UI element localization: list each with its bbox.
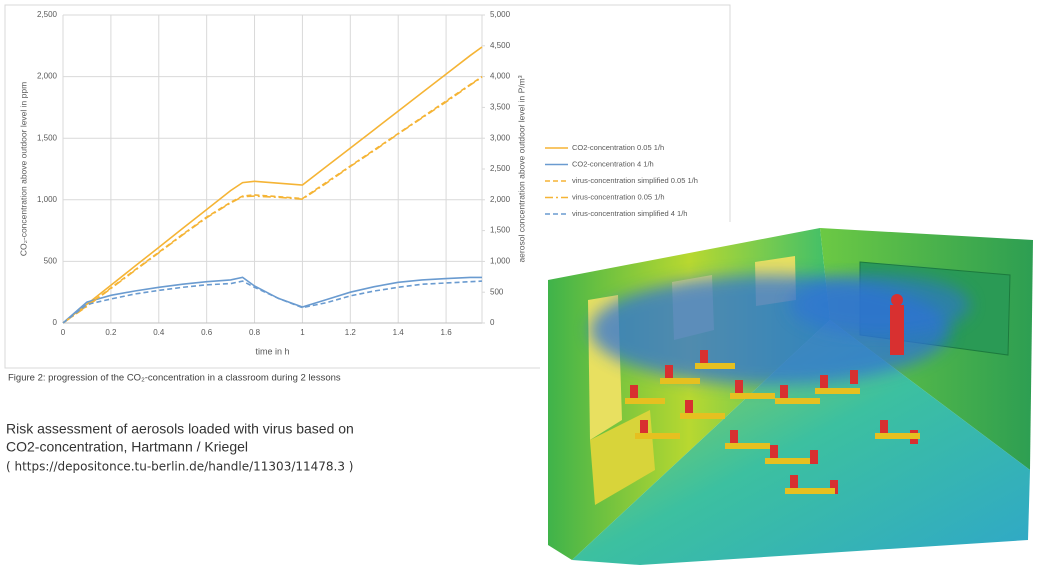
x-tick-label: 1.4 bbox=[393, 328, 405, 337]
y2-tick-label: 3,500 bbox=[490, 103, 511, 112]
legend-label: virus-concentration simplified 0.05 1/h bbox=[572, 176, 698, 185]
x-tick-label: 1 bbox=[300, 328, 305, 337]
classroom-simulation-image bbox=[540, 222, 1044, 567]
caption: Figure 2: progression of the CO₂-concent… bbox=[8, 373, 341, 384]
x-tick-label: 0.8 bbox=[249, 328, 261, 337]
x-tick-label: 1.2 bbox=[345, 328, 357, 337]
y2-tick-label: 1,500 bbox=[490, 226, 511, 235]
y2-tick-label: 2,500 bbox=[490, 164, 511, 173]
legend-label: virus-concentration simplified 4 1/h bbox=[572, 209, 687, 218]
y2-tick-label: 3,000 bbox=[490, 133, 511, 142]
y2-tick-label: 0 bbox=[490, 318, 495, 327]
y-tick-label: 2,500 bbox=[37, 10, 58, 19]
series-line bbox=[63, 47, 482, 323]
y-tick-label: 2,000 bbox=[37, 72, 58, 81]
page: 0 500 1,000 1,500 2,000 2,500 0 500 1,000 1,500 2,… bbox=[0, 0, 1044, 567]
y2-tick-label: 2,000 bbox=[490, 195, 511, 204]
y-tick-label: 1,000 bbox=[37, 195, 58, 204]
x-tick-label: 0 bbox=[61, 328, 66, 337]
reference-text: Risk assessment of aerosols loaded with … bbox=[6, 421, 354, 437]
y2-tick-label: 500 bbox=[490, 287, 504, 296]
reference-url: ( https://depositonce.tu-berlin.de/handl… bbox=[6, 460, 353, 474]
y2-tick-label: 1,000 bbox=[490, 257, 511, 266]
x-tick-label: 1.6 bbox=[441, 328, 453, 337]
legend-label: CO2-concentration 4 1/h bbox=[572, 159, 654, 168]
y2-tick-label: 4,500 bbox=[490, 41, 511, 50]
y-tick-label: 0 bbox=[53, 318, 58, 327]
x-tick-label: 0.6 bbox=[201, 328, 213, 337]
y-axis-title: CO₂-concentration above outdoor level in… bbox=[18, 82, 28, 256]
y-tick-label: 500 bbox=[44, 257, 58, 266]
legend-label: virus-concentration 0.05 1/h bbox=[572, 192, 665, 201]
y2-tick-label: 4,000 bbox=[490, 72, 511, 81]
x-tick-label: 0.2 bbox=[105, 328, 117, 337]
x-axis-title: time in h bbox=[255, 346, 289, 356]
y2-tick-label: 5,000 bbox=[490, 10, 511, 19]
series-line bbox=[63, 281, 482, 323]
legend-label: CO2-concentration 0.05 1/h bbox=[572, 143, 664, 152]
y-tick-label: 1,500 bbox=[37, 133, 58, 142]
x-tick-label: 0.4 bbox=[153, 328, 165, 337]
y2-axis-title: aerosol concentration above outdoor leve… bbox=[516, 75, 526, 262]
reference-text: CO2-concentration, Hartmann / Kriegel bbox=[6, 439, 248, 455]
